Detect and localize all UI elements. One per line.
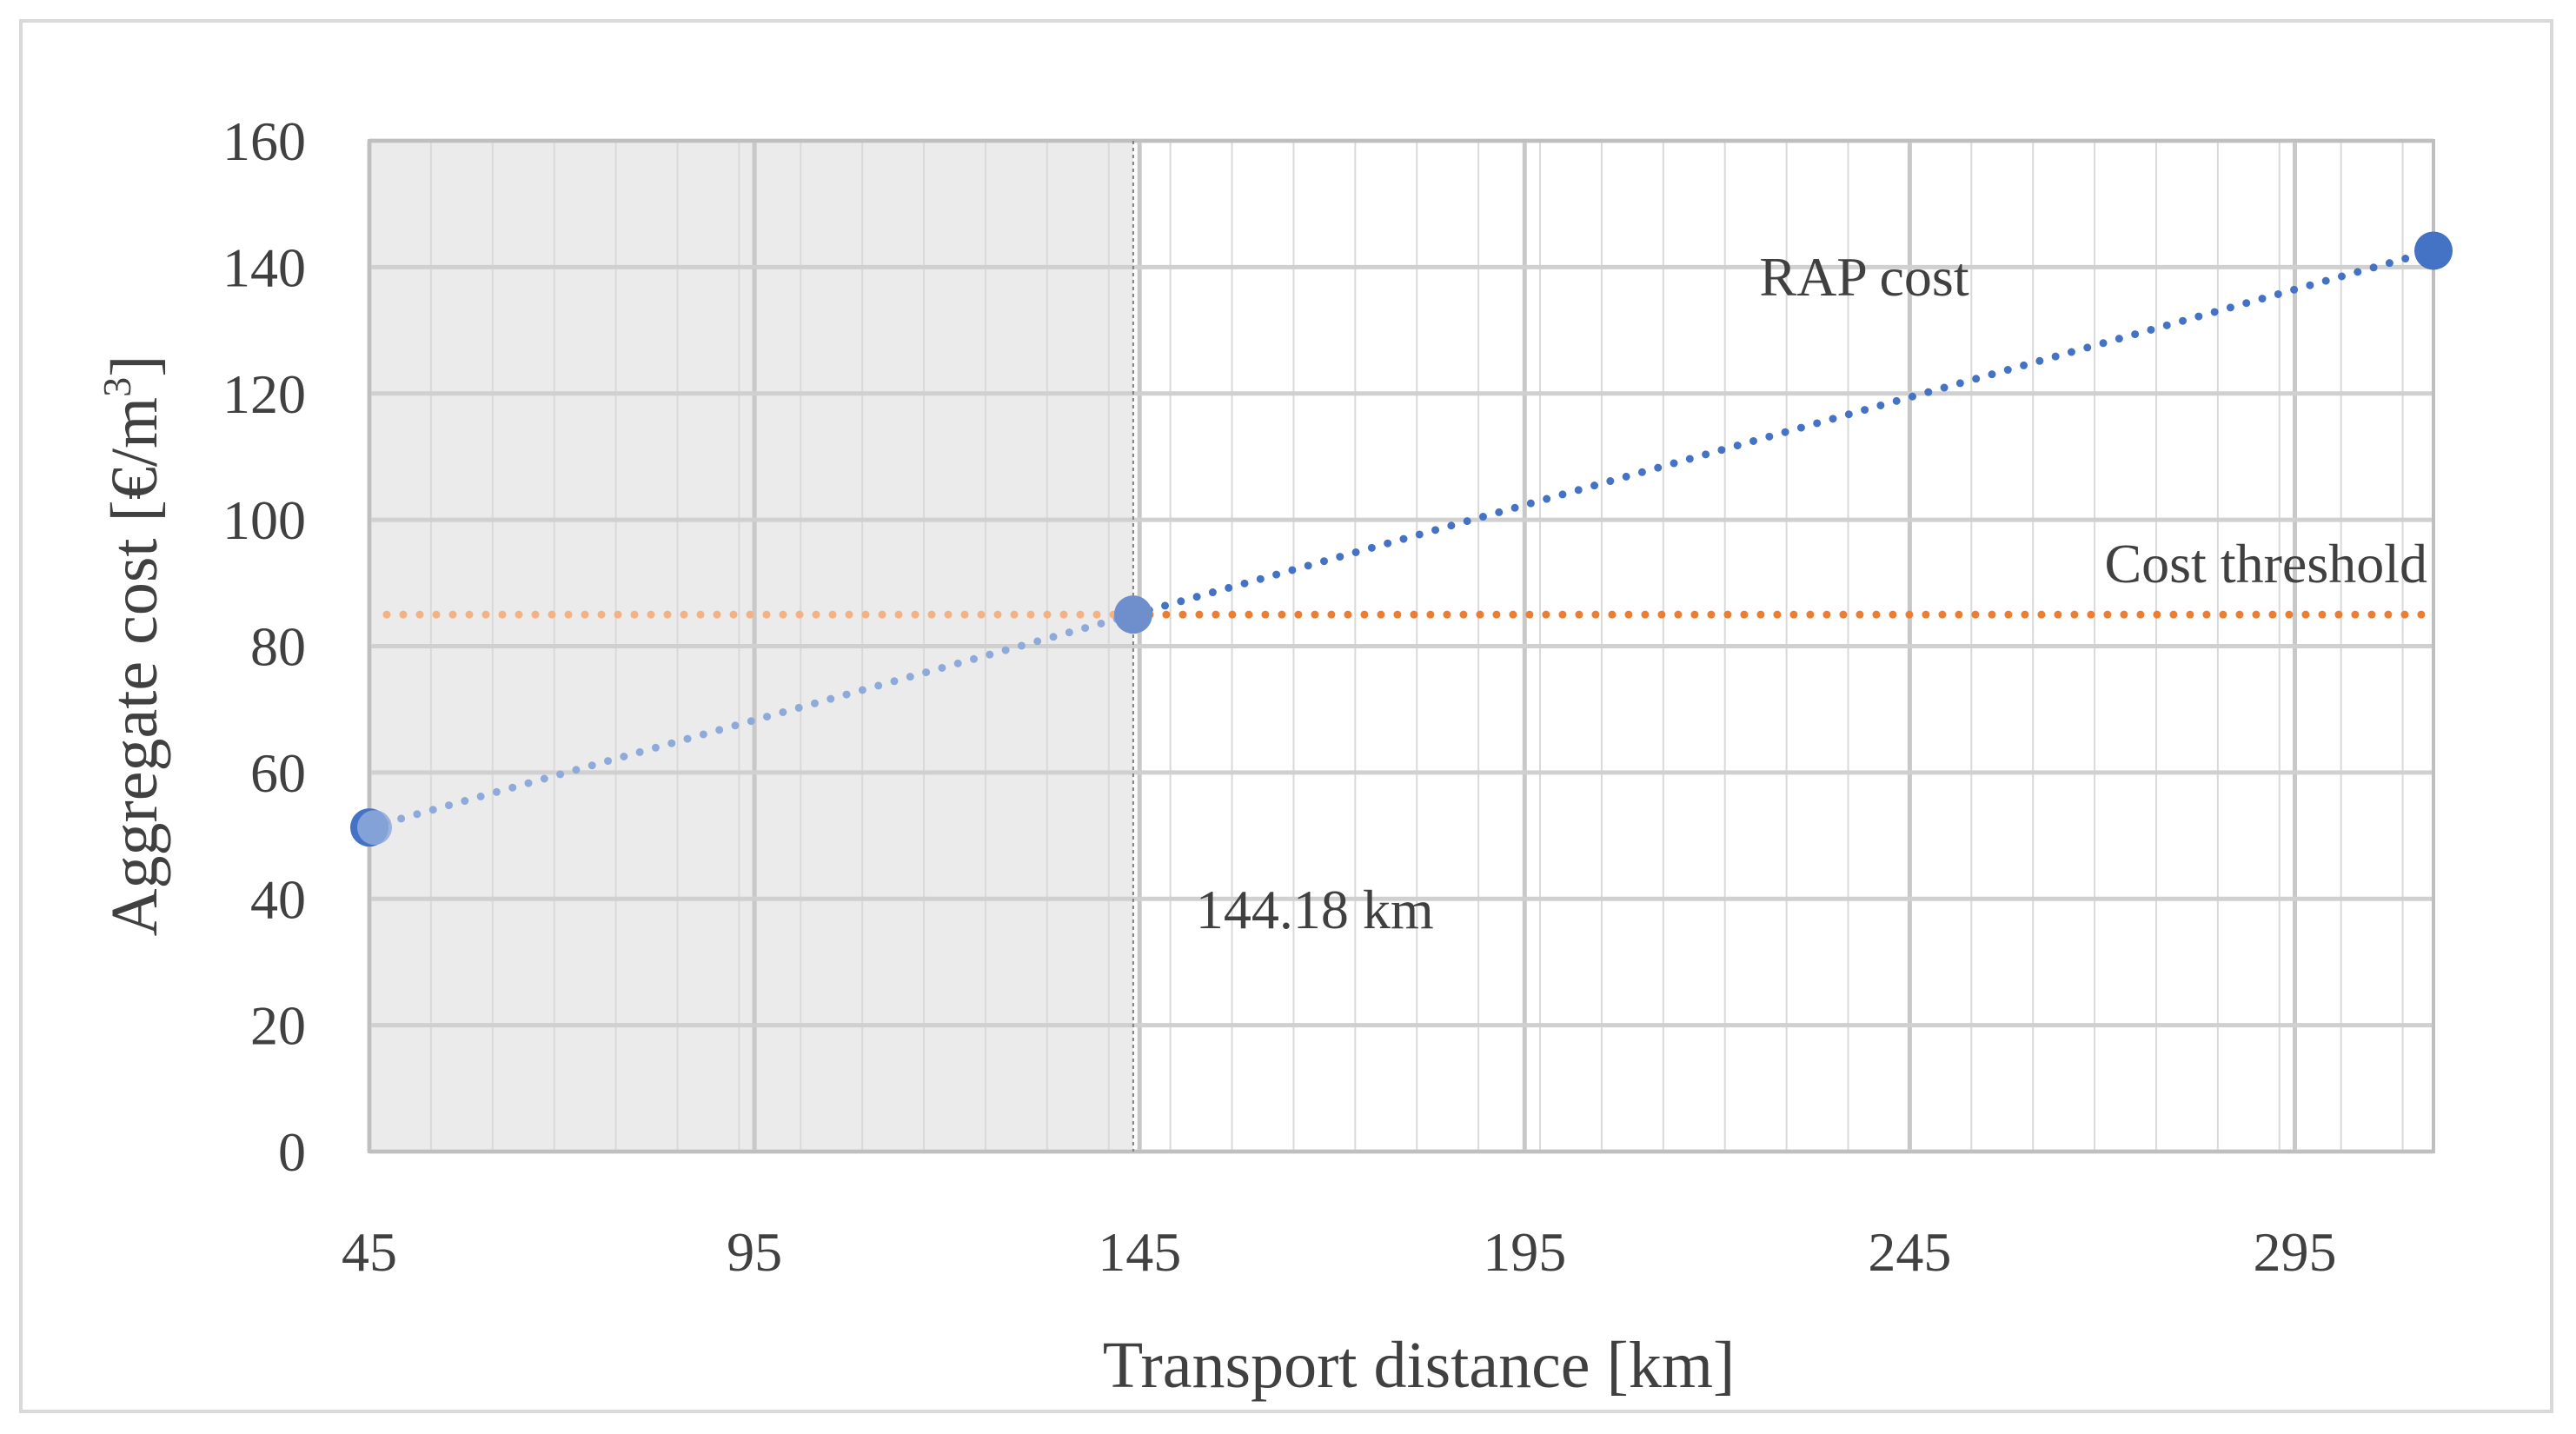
- x-tick-label: 195: [1483, 1221, 1566, 1283]
- y-axis-title-main: Aggregate cost [€/m: [98, 397, 171, 936]
- x-axis-title: Transport distance [km]: [1103, 1329, 1736, 1402]
- y-tick-label: 160: [222, 110, 306, 172]
- tick-labels: 45 95 145 195 245 295 0 20 40 60 80 100 120 140 160: [222, 110, 2336, 1283]
- rap-cost-line: [1129, 246, 2438, 619]
- x-tick-label: 45: [342, 1221, 397, 1283]
- y-tick-label: 20: [250, 995, 306, 1057]
- y-tick-label: 100: [222, 489, 306, 551]
- intersection-annotation: 144.18 km: [1196, 879, 1434, 940]
- y-tick-label: 80: [250, 616, 306, 678]
- y-tick-label: 120: [222, 363, 306, 425]
- cost-threshold-label: Cost threshold: [2104, 533, 2427, 594]
- rap-cost-point-overlay: [357, 810, 392, 846]
- x-tick-label: 245: [1868, 1221, 1951, 1283]
- y-tick-label: 140: [222, 236, 306, 298]
- y-axis-title-close: ]: [98, 355, 171, 377]
- x-tick-label: 95: [727, 1221, 782, 1283]
- intersection-point: [1113, 595, 1152, 634]
- chart-frame: [19, 19, 2553, 1413]
- rap-cost-point: [2414, 231, 2453, 270]
- rap-cost-line-faded: [365, 610, 1138, 832]
- x-tick-label: 145: [1098, 1221, 1181, 1283]
- y-tick-label: 0: [278, 1121, 306, 1183]
- y-axis-title-superscript: 3: [95, 377, 139, 397]
- series-layer: [350, 231, 2453, 847]
- rap-cost-label: RAP cost: [1759, 246, 1969, 308]
- y-axis-title: Aggregate cost [€/m3]: [95, 355, 171, 937]
- plot-area-border: [368, 139, 2435, 1153]
- x-tick-label: 295: [2253, 1221, 2336, 1283]
- y-tick-label: 60: [250, 742, 306, 804]
- y-tick-label: 40: [250, 868, 306, 930]
